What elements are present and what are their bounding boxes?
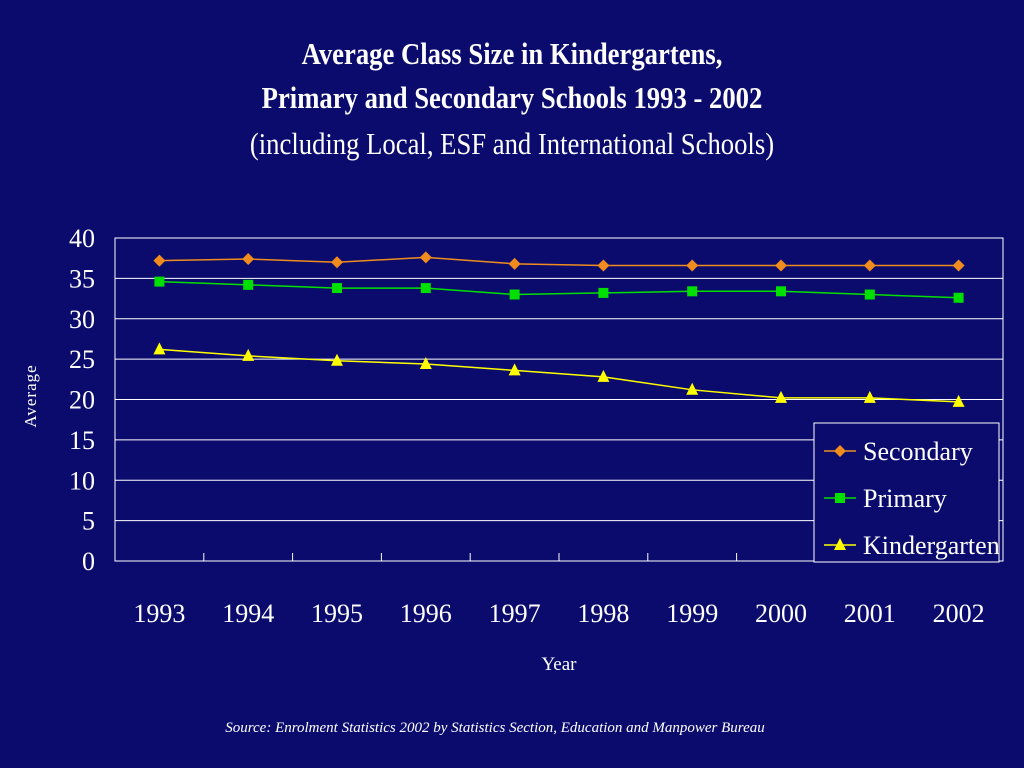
series-kindergarten	[153, 342, 965, 407]
y-tick-label-15: 15	[69, 426, 95, 455]
point-secondary-1995	[331, 256, 343, 269]
legend: Secondary Primary Kindergarten	[813, 422, 1000, 563]
point-primary-1993	[154, 276, 165, 287]
point-secondary-1993	[153, 254, 166, 267]
point-kindergarten-1993	[153, 342, 166, 355]
point-secondary-2002	[952, 259, 965, 272]
x-tick-label-2000: 2000	[755, 599, 807, 628]
point-secondary-1997	[508, 257, 521, 270]
chart-title-line-1: Average Class Size in Kindergartens,	[301, 36, 723, 71]
chart-title-line-2: Primary and Secondary Schools 1993 - 200…	[261, 80, 763, 115]
point-kindergarten-2001	[863, 390, 876, 403]
y-tick-label-25: 25	[69, 345, 95, 374]
x-tick-label-1999: 1999	[666, 599, 718, 628]
y-tick-label-30: 30	[69, 305, 95, 334]
point-primary-2000	[776, 286, 786, 297]
series-line-primary	[159, 280, 959, 299]
point-primary-1997	[509, 289, 520, 300]
series-primary	[154, 276, 964, 303]
legend-label-kindergarten: Kindergarten	[863, 531, 1000, 560]
point-primary-1998	[598, 287, 609, 298]
x-tick-label-1995: 1995	[311, 599, 363, 628]
axes: 0 5 10 15 20 25 30 35 40 1993 1994 1995 1996 1997 1998…	[21, 224, 985, 675]
legend-label-secondary: Secondary	[863, 437, 973, 466]
point-primary-1996	[420, 283, 431, 294]
point-kindergarten-1999	[686, 382, 699, 395]
y-tick-label-40: 40	[69, 224, 95, 253]
point-kindergarten-2000	[775, 390, 787, 403]
series-line-kindergarten	[159, 348, 959, 403]
x-tick-label-1997: 1997	[489, 599, 541, 628]
legend-marker-primary	[835, 493, 845, 503]
point-kindergarten-1996	[419, 356, 432, 369]
point-primary-1995	[332, 283, 342, 294]
chart-subtitle: (including Local, ESF and International …	[249, 126, 775, 161]
y-tick-label-5: 5	[82, 507, 95, 536]
x-tick-label-1998: 1998	[577, 599, 629, 628]
point-secondary-1994	[242, 252, 255, 265]
x-tick-label-2001: 2001	[844, 599, 896, 628]
point-secondary-2000	[775, 259, 787, 272]
point-kindergarten-2002	[952, 394, 965, 407]
point-secondary-1998	[597, 259, 610, 272]
legend-item-kindergarten: Kindergarten	[824, 531, 1000, 560]
x-tick-label-2002: 2002	[933, 599, 985, 628]
point-kindergarten-1995	[331, 353, 343, 366]
point-kindergarten-1998	[597, 369, 610, 382]
legend-item-secondary: Secondary	[824, 437, 973, 466]
series-line-secondary	[159, 256, 959, 267]
legend-item-primary: Primary	[824, 484, 947, 513]
point-kindergarten-1994	[242, 348, 255, 361]
x-tick-label-1993: 1993	[133, 599, 185, 628]
point-kindergarten-1997	[508, 363, 521, 376]
point-secondary-2001	[863, 259, 876, 272]
y-tick-label-20: 20	[69, 386, 95, 415]
x-axis-title: Year	[541, 654, 577, 675]
series-lines	[153, 251, 965, 407]
y-tick-label-10: 10	[69, 466, 95, 495]
legend-box	[813, 422, 1000, 563]
y-axis-title: Average	[21, 364, 40, 427]
y-tick-label-0: 0	[82, 547, 95, 576]
legend-label-primary: Primary	[863, 484, 947, 513]
y-tick-label-35: 35	[69, 264, 95, 293]
source-note: Source: Enrolment Statistics 2002 by Sta…	[225, 720, 765, 736]
point-primary-1999	[687, 286, 698, 297]
point-secondary-1996	[419, 251, 432, 264]
x-tick-label-1996: 1996	[400, 599, 452, 628]
x-tick-label-1994: 1994	[222, 599, 274, 628]
legend-marker-secondary	[834, 445, 846, 457]
point-secondary-1999	[686, 259, 699, 272]
series-secondary	[153, 251, 965, 272]
point-primary-1994	[243, 279, 254, 290]
point-primary-2002	[953, 292, 964, 303]
legend-marker-kindergarten	[834, 538, 846, 550]
point-primary-2001	[864, 289, 875, 300]
